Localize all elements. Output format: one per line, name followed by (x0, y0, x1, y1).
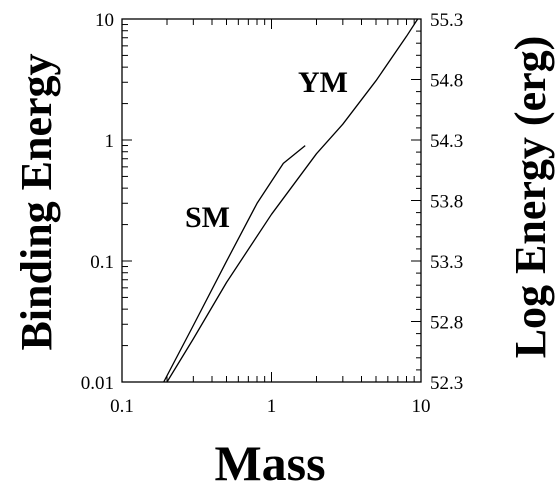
series-label-ym: YM (298, 66, 348, 99)
x-tick-label: 0.1 (110, 396, 134, 417)
y2-tick-label: 53.8 (430, 192, 463, 213)
plot-frame (121, 18, 422, 383)
series-line-ym (166, 18, 419, 383)
x-tick-label: 10 (412, 396, 431, 417)
series-lines (163, 18, 419, 383)
y2-tick-label: 54.8 (430, 71, 463, 92)
y-axis-title: Binding Energy (12, 53, 61, 350)
y-tick-label: 0.1 (90, 252, 114, 273)
y-tick-label: 10 (95, 10, 114, 31)
series-label-sm: SM (185, 201, 230, 234)
axis-ticks (121, 18, 422, 383)
tick-labels: 0.1 1 100.010.111052.352.853.353.854.354.8… (81, 10, 464, 417)
y2-tick-label: 52.3 (430, 373, 463, 394)
y-tick-label: 1 (105, 131, 115, 152)
y2-tick-label: 52.8 (430, 313, 463, 334)
y-tick-label: 0.01 (81, 373, 114, 394)
y2-tick-label: 55.3 (430, 10, 463, 31)
series-line-sm (163, 145, 306, 383)
plot-area (121, 18, 422, 383)
y2-tick-label: 54.3 (430, 131, 463, 152)
x-axis-title: Mass (214, 435, 325, 484)
x-tick-label: 1 (267, 396, 277, 417)
y2-tick-label: 53.3 (430, 252, 463, 273)
y2-axis-title: Log Energy (erg) (506, 36, 555, 359)
